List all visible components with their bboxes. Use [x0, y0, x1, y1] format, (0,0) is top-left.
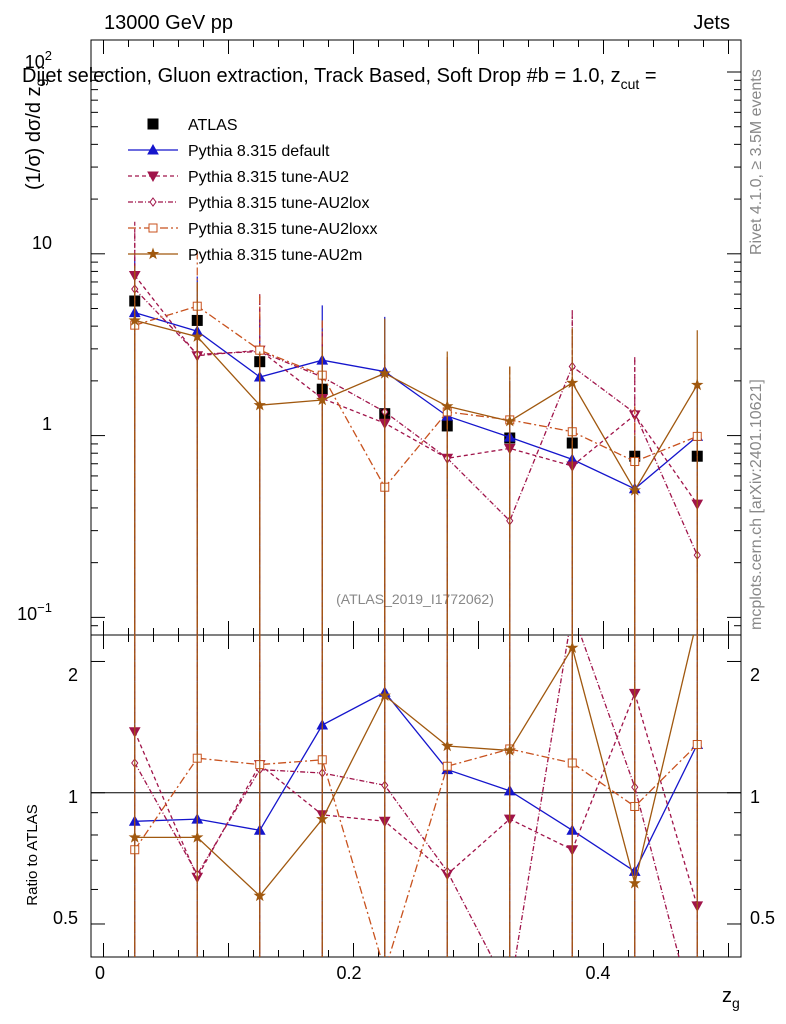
- point-au2m: [253, 398, 266, 411]
- main-y-axis-label: (1/σ) dσ/d zg: [23, 79, 48, 190]
- series-au2loxx: [130, 251, 702, 635]
- line-au2m: [134, 319, 698, 492]
- ratio-y-tick-label-0.5: 0.5: [53, 908, 78, 928]
- legend-entry-au2loxx: Pythia 8.315 tune-AU2loxx: [128, 221, 377, 238]
- ratio-point-au2lox: [507, 988, 513, 996]
- ratio-series-au2loxx: [130, 635, 702, 975]
- legend-entry-au2: Pythia 8.315 tune-AU2: [128, 169, 349, 186]
- main-y-tick-labels: 10−1 1 10 102: [17, 48, 52, 624]
- series-data: [129, 295, 703, 462]
- series-au2lox: [131, 233, 701, 635]
- point-au2m: [691, 378, 704, 391]
- mcplots-label: mcplots.cern.ch [arXiv:2401.10621]: [748, 379, 765, 630]
- ratio-y-tick-label-right-2: 2: [750, 665, 760, 685]
- main-y-tick-label-100: 102: [25, 48, 52, 72]
- legend-label-default: Pythia 8.315 default: [188, 143, 330, 160]
- line-au2loxx: [134, 305, 698, 489]
- ratio-line-au2loxx: [134, 744, 698, 957]
- legend-marker-atlas: [147, 118, 159, 130]
- ratio-point-au2m: [253, 889, 266, 902]
- ratio-line-au2: [134, 691, 698, 907]
- ratio-series-au2: [128, 635, 704, 957]
- ratio-y-tick-label-right-0.5: 0.5: [750, 908, 775, 928]
- legend-marker-au2lox: [149, 197, 157, 207]
- point-au2m: [316, 393, 329, 406]
- axes-frames: [90, 39, 742, 958]
- legend-entry-au2m: Pythia 8.315 tune-AU2m: [128, 247, 362, 264]
- main-panel-series: [128, 221, 704, 635]
- x-tick-label-0.2: 0.2: [336, 963, 361, 983]
- ratio-series-au2lox: [131, 635, 698, 996]
- series-au2: [128, 221, 704, 635]
- ratio-point-au2m: [566, 641, 579, 654]
- legend-label-au2loxx: Pythia 8.315 tune-AU2loxx: [188, 221, 377, 238]
- ratio-y-axis-label: Ratio to ATLAS: [24, 804, 41, 905]
- ratio-point-au2m: [628, 876, 641, 889]
- ratio-series-au2m: [128, 635, 698, 957]
- ratio-point-au2m: [441, 739, 454, 752]
- main-y-tick-label-0.1: 10−1: [17, 600, 52, 624]
- ratio-point-au2m: [128, 830, 141, 843]
- line-au2lox: [134, 288, 698, 556]
- category-label: Jets: [693, 12, 730, 34]
- ratio-y-tick-label-2: 2: [68, 665, 78, 685]
- main-y-tick-label-10: 10: [32, 233, 52, 253]
- point-au2m: [566, 376, 579, 389]
- legend-label-au2m: Pythia 8.315 tune-AU2m: [188, 247, 362, 264]
- ratio-series-default: [128, 635, 704, 957]
- ratio-point-au2loxx: [381, 967, 389, 975]
- ratio-line-au2m: [134, 635, 695, 897]
- ratio-point-au2m: [378, 689, 391, 701]
- ratio-point-au2m: [191, 830, 204, 843]
- ratio-panel-series: [128, 635, 704, 996]
- point-au2m: [628, 483, 641, 496]
- legend-label-au2: Pythia 8.315 tune-AU2: [188, 169, 349, 186]
- rivet-label: Rivet 4.1.0, ≥ 3.5M events: [748, 69, 765, 255]
- legend-marker-default: [147, 143, 159, 155]
- x-tick-label-0.4: 0.4: [585, 963, 610, 983]
- x-tick-labels: 0 0.2 0.4: [95, 963, 611, 983]
- series-default: [128, 257, 704, 635]
- analysis-id: (ATLAS_2019_I1772062): [336, 591, 494, 607]
- legend-marker-au2loxx: [148, 223, 158, 233]
- series-au2m: [128, 265, 704, 635]
- line-default: [134, 311, 698, 490]
- legend-label-au2lox: Pythia 8.315 tune-AU2lox: [188, 195, 369, 212]
- ratio-y-tick-label-right-1: 1: [750, 787, 760, 807]
- ratio-point-au2m: [503, 743, 516, 756]
- ratio-line-default: [134, 691, 698, 873]
- energy-label: 13000 GeV pp: [104, 12, 233, 34]
- selection-title: Dijet selection, Gluon extraction, Track…: [22, 65, 657, 92]
- ratio-y-tick-labels: 0.5 1 2 0.5 1 2: [53, 665, 775, 928]
- legend-marker-au2m: [146, 247, 160, 260]
- x-tick-label-0: 0: [95, 963, 105, 983]
- ratio-line-au2lox: [134, 635, 680, 957]
- legend-entry-au2lox: Pythia 8.315 tune-AU2lox: [128, 195, 369, 212]
- point-au2m: [128, 313, 141, 326]
- x-axis-label: zg: [722, 985, 740, 1011]
- ratio-panel-frame: [90, 634, 742, 958]
- point-au2m: [503, 414, 516, 427]
- legend-label-data: ATLAS: [188, 117, 238, 134]
- main-y-tick-label-1: 1: [42, 414, 52, 434]
- legend: ATLAS Pythia 8.315 default Pythia 8.315 tu…: [128, 117, 377, 264]
- legend-entry-default: Pythia 8.315 default: [128, 143, 330, 160]
- ratio-y-tick-label-1: 1: [68, 787, 78, 807]
- legend-marker-au2: [147, 171, 159, 183]
- point-au2m: [378, 366, 391, 379]
- legend-entry-data: ATLAS: [147, 117, 238, 134]
- ratio-point-au2m: [316, 812, 329, 825]
- point-au2m: [441, 399, 454, 412]
- point-au2m: [191, 330, 204, 342]
